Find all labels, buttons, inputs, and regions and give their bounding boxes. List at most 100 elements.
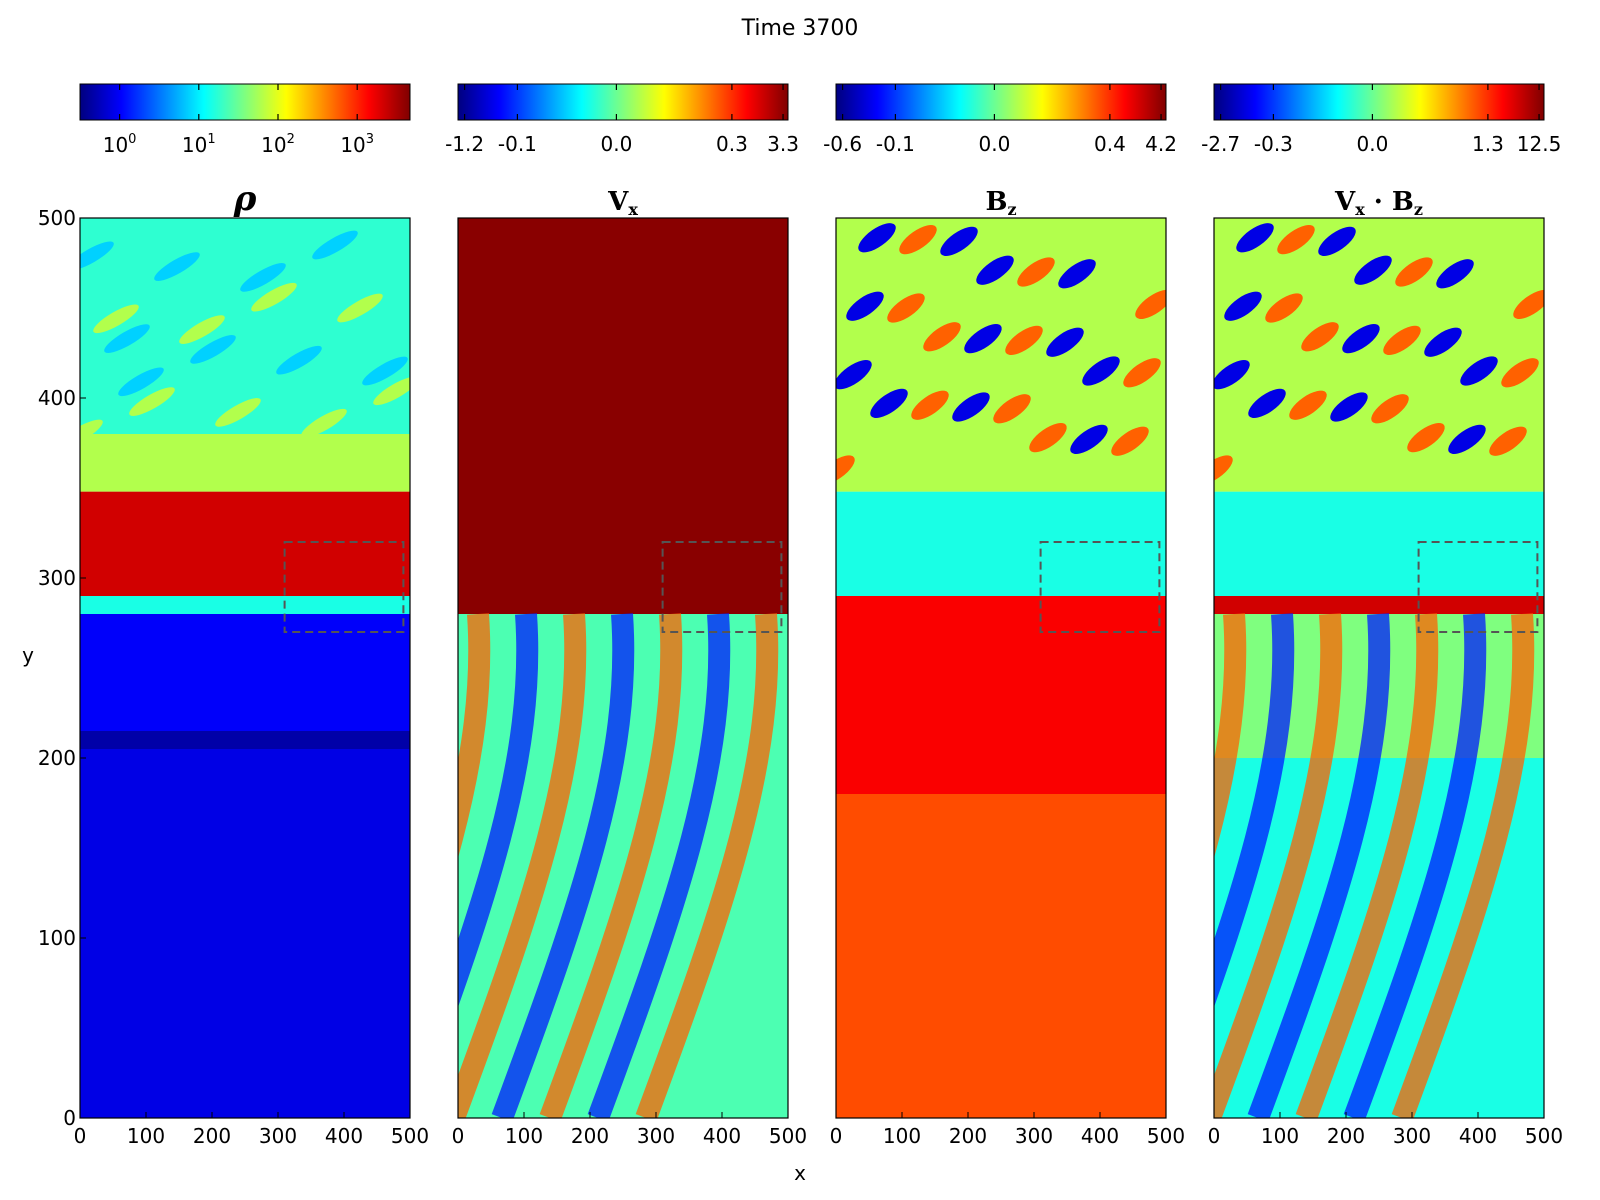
heatmap-region <box>836 794 1166 1118</box>
turbulence-blob <box>1318 226 1356 257</box>
turbulence-blob <box>93 304 139 334</box>
turbulence-blob <box>899 224 937 255</box>
turbulence-blob <box>911 390 949 420</box>
wave-streak <box>1247 613 1391 1118</box>
turbulence-blob <box>1248 388 1286 419</box>
x-tick-label: 200 <box>571 1124 609 1148</box>
x-tick-label: 100 <box>1261 1124 1299 1148</box>
panel-title: Bz <box>985 187 1016 219</box>
turbulence-blob <box>1436 259 1474 289</box>
y-tick-label: 500 <box>38 206 76 230</box>
turbulence-blob <box>1123 358 1161 388</box>
x-tick-label: 300 <box>1015 1124 1053 1148</box>
x-tick-label: 0 <box>452 1124 465 1148</box>
colorbar-tick-label: 0.0 <box>1356 132 1388 156</box>
turbulence-blob <box>1301 322 1339 352</box>
turbulence-blob <box>1017 257 1055 287</box>
wave-streak <box>1214 613 1247 858</box>
turbulence-blob <box>836 359 872 390</box>
colorbar-tick-label: 101 <box>182 132 216 157</box>
colorbar-tick-label: -0.3 <box>1254 132 1293 156</box>
turbulence-blob <box>836 455 855 485</box>
y-tick-label: 0 <box>63 1106 76 1130</box>
wave-streak <box>458 613 587 1118</box>
x-tick-label: 400 <box>1459 1124 1497 1148</box>
turbulence-blob <box>80 241 114 271</box>
turbulence-blob <box>1111 426 1149 456</box>
turbulence-blob <box>1289 390 1327 420</box>
x-tick-label: 400 <box>703 1124 741 1148</box>
colorbar-tick-label: 102 <box>261 132 295 157</box>
heatmap-region <box>80 218 410 434</box>
colorbar-tick-label: 0.3 <box>716 132 748 156</box>
colorbar-4 <box>1213 83 1545 121</box>
colorbar-tick-label: 103 <box>340 132 374 157</box>
turbulence-blob <box>1342 323 1380 354</box>
turbulence-blob <box>964 323 1002 354</box>
heatmap-region <box>458 218 788 614</box>
turbulence-blob <box>1058 259 1096 289</box>
y-tick-label: 100 <box>38 926 76 950</box>
wave-streak <box>1214 613 1295 1008</box>
y-tick-label: 400 <box>38 386 76 410</box>
turbulence-blob <box>1265 293 1303 323</box>
panels: 100 101 102 103 ρ 0 100 200 300 400 500 0 100 200 300 4… <box>38 83 1563 1148</box>
colorbar-tick-label: -2.7 <box>1201 132 1240 156</box>
turbulence-blob <box>1029 422 1067 453</box>
x-tick-label: 300 <box>259 1124 297 1148</box>
panel-2: -1.2 -0.1 0.0 0.3 3.3 Vx 0 100 200 300 400 500 <box>445 83 807 1148</box>
wave-streak <box>539 613 683 1118</box>
turbulence-blob <box>179 315 225 344</box>
x-tick-label: 500 <box>1525 1124 1563 1148</box>
heatmap-region <box>80 596 410 614</box>
turbulence-blob <box>1448 424 1486 455</box>
panel-title: ρ <box>233 179 257 219</box>
wave-streak <box>1214 613 1343 1118</box>
wave-streak <box>1295 613 1439 1118</box>
wave-streak <box>1391 613 1535 1118</box>
y-tick-label: 300 <box>38 566 76 590</box>
turbulence-blob <box>846 291 884 321</box>
colorbar-tick-label: 0.0 <box>978 132 1010 156</box>
colorbar-3 <box>835 83 1167 121</box>
panel-title: Vx · Bz <box>1334 187 1423 219</box>
turbulence-blob <box>104 324 150 353</box>
turbulence-blob <box>1460 356 1498 386</box>
x-tick-label: 500 <box>391 1124 429 1148</box>
plot-frame <box>457 217 789 1119</box>
turbulence-blob <box>1383 325 1421 356</box>
turbulence-blob <box>1277 224 1315 255</box>
wave-streak <box>458 613 491 858</box>
heatmap-field <box>1214 218 1544 1118</box>
plot-frame <box>1213 217 1545 1119</box>
x-tick-label: 200 <box>1327 1124 1365 1148</box>
turbulence-blob <box>362 356 408 386</box>
colorbar-tick-label: -0.1 <box>876 132 915 156</box>
heatmap-field <box>80 218 410 1118</box>
turbulence-blob <box>1214 455 1233 485</box>
heatmap-region <box>1214 491 1544 596</box>
turbulence-blob <box>1046 327 1084 357</box>
colorbar-tick-label: 1.3 <box>1472 132 1504 156</box>
turbulence-blob <box>1330 392 1368 422</box>
colorbar-1 <box>79 83 411 121</box>
turbulence-blob <box>129 387 175 416</box>
heatmap-region <box>836 596 1166 794</box>
colorbar-tick-label: 100 <box>103 132 137 157</box>
panel-3: -0.6 -0.1 0.0 0.4 4.2 Bz 0 100 200 300 400 500 <box>823 83 1185 1148</box>
inset-box <box>661 541 783 633</box>
turbulence-blob <box>215 398 261 427</box>
x-tick-label: 200 <box>193 1124 231 1148</box>
x-tick-label: 500 <box>1147 1124 1185 1148</box>
wave-streak <box>587 613 731 1118</box>
turbulence-blob <box>1236 223 1274 253</box>
heatmap-region <box>80 491 410 596</box>
turbulence-blob <box>1501 358 1539 388</box>
x-tick-label: 100 <box>505 1124 543 1148</box>
turbulence-blob <box>154 252 200 281</box>
turbulence-blob <box>118 367 164 397</box>
colorbar-tick-label: 0.0 <box>600 132 632 156</box>
y-tick-label: 200 <box>38 746 76 770</box>
wave-streak <box>1343 613 1487 1118</box>
